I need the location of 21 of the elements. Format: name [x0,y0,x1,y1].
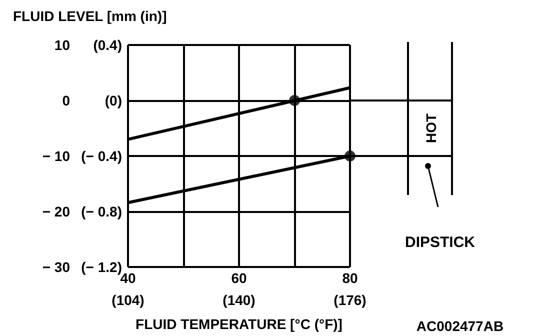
text: AC002477AB [416,318,504,334]
x2-tick-label: (104) [112,292,144,308]
y-tick-label: − 30 [42,259,70,275]
y2-tick-label: (− 1.2) [81,259,122,275]
x2-tick-label: (176) [334,292,366,308]
text: DIPSTICK [404,234,476,251]
x-tick-label: 40 [120,270,136,286]
y-tick-label: − 10 [42,148,70,164]
x2-tick-label: (140) [222,292,256,308]
y2-tick-label: (− 0.4) [81,148,122,164]
y-tick-label: − 20 [42,204,70,220]
x-tick-label: 60 [231,270,247,286]
y2-tick-label: (− 0.8) [81,204,122,220]
y2-tick-label: (0.4) [93,37,122,53]
x-axis-title: FLUID TEMPERATURE [°C (°F)] [136,316,342,332]
y-tick-label: 10 [54,37,70,53]
chart-title: FLUID LEVEL [mm (in)] [13,8,167,24]
text: HOT [423,113,439,144]
y2-tick-label: (0) [104,92,122,108]
y-tick-label: 0 [62,92,70,108]
x-tick-label: 80 [342,270,358,286]
